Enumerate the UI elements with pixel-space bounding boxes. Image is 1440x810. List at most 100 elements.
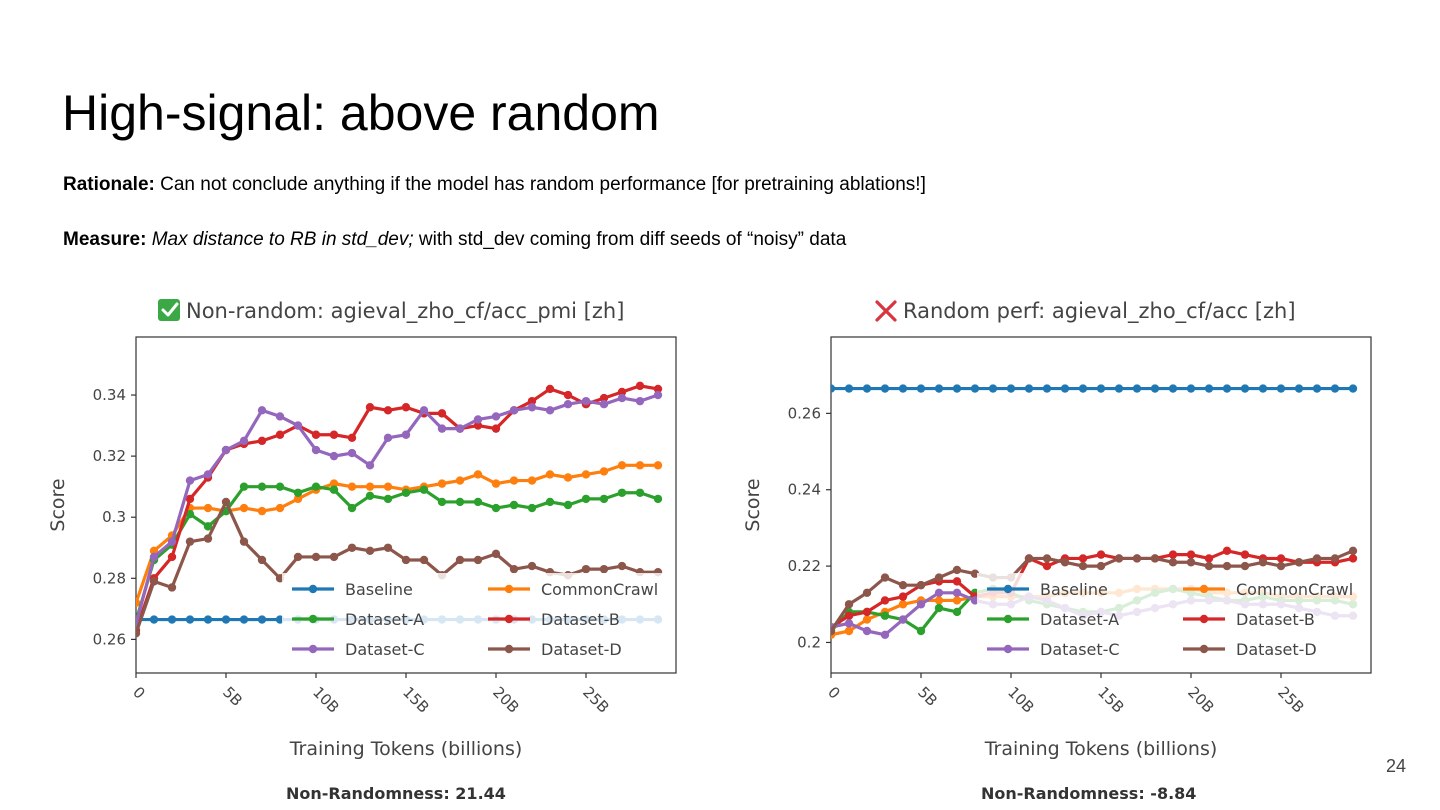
- chart-0-legend-item-dataset-b: Dataset-B: [488, 610, 620, 629]
- chart-0-non-randomness-score: Non-Randomness: 21.44: [286, 784, 506, 803]
- chart-0-point-dataset-a: [185, 509, 195, 519]
- chart-0-point-commoncrawl: [293, 494, 303, 504]
- chart-1-point-baseline: [1114, 384, 1124, 393]
- chart-0-legend-label: CommonCrawl: [541, 580, 658, 599]
- chart-1-point-baseline: [1042, 384, 1052, 393]
- chart-0-point-dataset-b: [311, 430, 321, 439]
- chart-0-point-dataset-b: [491, 424, 501, 433]
- chart-0-point-commoncrawl: [599, 467, 609, 476]
- chart-0-legend-label: Dataset-A: [345, 610, 424, 629]
- chart-1-point-dataset-d: [1150, 554, 1160, 563]
- chart-1-xtick-label: 25B: [1274, 683, 1308, 717]
- chart-1-point-dataset-d: [1348, 546, 1358, 556]
- chart-0-point-dataset-a: [563, 500, 573, 510]
- chart-random-perf: Random perf: agieval_zho_cf/acc [zh] 0.2 0…: [742, 299, 1372, 803]
- chart-1-point-dataset-b: [844, 611, 854, 620]
- chart-0-ytick-label: 0.32: [93, 447, 126, 465]
- chart-0-point-commoncrawl: [329, 479, 339, 488]
- chart-1-point-dataset-b: [1240, 550, 1250, 559]
- chart-1-point-baseline: [1240, 384, 1250, 393]
- chart-1-legend-item-baseline: Baseline: [987, 580, 1108, 599]
- chart-0-point-dataset-c: [401, 430, 411, 439]
- chart-1-legend-label: Dataset-B: [1236, 610, 1315, 629]
- chart-1-legend-item-dataset-a: Dataset-A: [987, 610, 1119, 629]
- measure-italic-text: Max distance to RB in std_dev;: [151, 229, 414, 250]
- chart-0-point-dataset-a: [509, 500, 519, 510]
- chart-0-point-dataset-c: [149, 552, 159, 562]
- chart-1-legend-item-commoncrawl: CommonCrawl: [1183, 580, 1353, 599]
- chart-0-xtick-label: 20B: [489, 683, 523, 717]
- chart-0-point-commoncrawl: [437, 479, 447, 488]
- chart-1-point-dataset-c: [952, 588, 962, 598]
- chart-0-point-commoncrawl: [527, 476, 537, 485]
- chart-1-point-commoncrawl: [934, 596, 944, 605]
- chart-0-point-dataset-c: [221, 445, 231, 455]
- chart-1-legend-label: Dataset-C: [1040, 640, 1120, 659]
- chart-non-random: Non-random: agieval_zho_cf/acc_pmi [zh] 0…: [47, 299, 677, 803]
- chart-1-point-dataset-b: [1096, 550, 1106, 559]
- chart-0-title: Non-random: agieval_zho_cf/acc_pmi [zh]: [186, 299, 624, 324]
- chart-1-point-baseline: [862, 384, 872, 393]
- chart-1-point-dataset-d: [1132, 554, 1142, 563]
- chart-0-point-dataset-a: [599, 494, 609, 504]
- chart-0-point-dataset-a: [293, 488, 303, 497]
- chart-1-point-dataset-d: [1312, 554, 1322, 563]
- chart-0-point-commoncrawl: [455, 476, 465, 485]
- chart-0-point-dataset-d: [599, 564, 609, 574]
- chart-1-point-dataset-c: [898, 615, 908, 624]
- chart-1-point-baseline: [1078, 384, 1088, 393]
- chart-0-point-dataset-a: [545, 497, 555, 507]
- chart-1-point-dataset-b: [1204, 554, 1214, 563]
- chart-1-point-dataset-d: [1186, 558, 1196, 567]
- chart-1-point-dataset-d: [1330, 554, 1340, 563]
- chart-0-point-dataset-d: [347, 543, 357, 552]
- chart-0-point-commoncrawl: [149, 546, 159, 556]
- chart-1-point-dataset-b: [1186, 550, 1196, 559]
- chart-1-point-dataset-c: [880, 630, 890, 640]
- chart-0-point-dataset-b: [329, 430, 339, 439]
- chart-0-point-commoncrawl: [635, 461, 645, 470]
- chart-0-point-dataset-a: [437, 497, 447, 507]
- chart-0-point-dataset-a: [257, 482, 267, 491]
- chart-0-point-dataset-c: [599, 400, 609, 409]
- chart-0-point-dataset-c: [203, 470, 213, 479]
- chart-1-xtick-label: 5B: [914, 683, 941, 710]
- chart-1-legend-item-dataset-d: Dataset-D: [1183, 640, 1317, 659]
- chart-1-point-baseline: [1132, 384, 1142, 393]
- chart-0-xtick-label: 5B: [219, 683, 246, 710]
- measure-text: with std_dev coming from diff seeds of “…: [418, 229, 847, 250]
- chart-0-point-dataset-d: [167, 583, 177, 592]
- chart-0-point-dataset-a: [455, 497, 465, 507]
- chart-0-point-dataset-d: [136, 629, 141, 638]
- chart-0-point-dataset-d: [185, 537, 195, 546]
- chart-0-xaxis-label: Training Tokens (billions): [289, 738, 523, 760]
- chart-1-title-group: Random perf: agieval_zho_cf/acc [zh]: [875, 299, 1296, 324]
- chart-0-point-dataset-b: [347, 433, 357, 442]
- chart-1-point-dataset-a: [934, 603, 944, 613]
- chart-1-point-baseline: [1294, 384, 1304, 393]
- chart-0-point-dataset-a: [401, 488, 411, 497]
- chart-0-xtick-label: 10B: [309, 683, 343, 717]
- chart-1-point-dataset-c: [844, 619, 854, 628]
- chart-0-point-dataset-a: [383, 494, 393, 504]
- chart-0-xtick-label: 15B: [399, 683, 433, 717]
- chart-1-point-baseline: [1006, 384, 1016, 393]
- chart-0-point-dataset-b: [617, 387, 627, 397]
- chart-0-point-commoncrawl: [239, 503, 249, 513]
- chart-0-point-dataset-b: [527, 396, 537, 406]
- chart-1-point-baseline: [1204, 384, 1214, 393]
- chart-1-point-dataset-d: [1096, 561, 1106, 571]
- chart-1-point-dataset-b: [1348, 554, 1358, 563]
- chart-0-point-dataset-b: [545, 384, 555, 394]
- chart-1-point-baseline: [880, 384, 890, 393]
- chart-0-point-dataset-d: [491, 549, 501, 559]
- chart-1-legend-label: CommonCrawl: [1236, 580, 1353, 599]
- slide-title: High-signal: above random: [62, 85, 660, 141]
- chart-0-point-dataset-c: [635, 396, 645, 406]
- chart-0-point-commoncrawl: [617, 461, 627, 470]
- chart-0-point-dataset-a: [473, 497, 483, 507]
- chart-1-point-dataset-d: [844, 600, 854, 609]
- chart-1-point-baseline: [1060, 384, 1070, 393]
- chart-1-point-baseline: [970, 384, 980, 393]
- chart-0-point-dataset-b: [653, 384, 663, 394]
